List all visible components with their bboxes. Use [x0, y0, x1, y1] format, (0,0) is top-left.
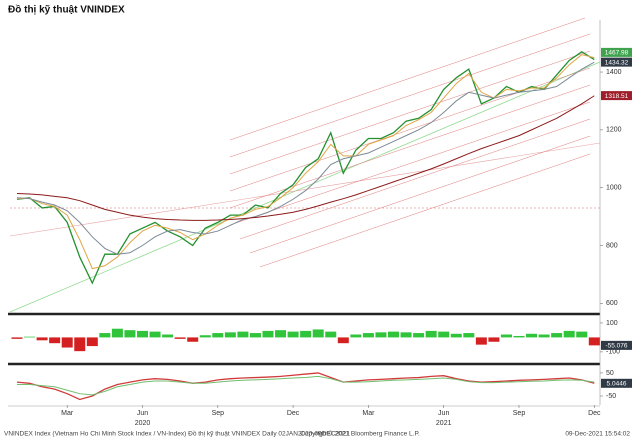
- series-line: [17, 375, 595, 396]
- end-label-box: [601, 91, 632, 101]
- y-tick-label: 50: [606, 370, 614, 377]
- bar: [61, 337, 73, 348]
- end-label-box: [601, 378, 632, 388]
- end-label: 1318.51: [605, 93, 629, 100]
- y-tick-label: 1200: [606, 127, 622, 134]
- series-line: [16, 51, 595, 285]
- footer-right: 09-Dec-2021 15:54:02: [565, 431, 630, 438]
- y-tick-label: 600: [606, 300, 618, 307]
- bar: [413, 333, 425, 338]
- bar: [425, 330, 437, 338]
- series-line: [16, 95, 595, 221]
- bar: [588, 337, 600, 346]
- bar: [576, 331, 588, 338]
- bar: [388, 331, 399, 338]
- bar: [400, 332, 412, 338]
- footer-center: Copyright© 2021 Bloomberg Finance L.P.: [300, 430, 420, 438]
- bar: [36, 337, 48, 341]
- bar: [237, 331, 249, 338]
- bar: [187, 337, 199, 342]
- bar: [249, 333, 261, 338]
- bar: [149, 331, 161, 338]
- bar: [375, 332, 387, 338]
- y-tick-label: 800: [606, 242, 618, 249]
- bar: [99, 333, 111, 338]
- bar: [275, 330, 287, 338]
- bar: [538, 334, 550, 338]
- bar: [11, 337, 23, 339]
- bar: [111, 328, 123, 338]
- bar: [137, 330, 148, 338]
- x-tick-label: Mar: [61, 410, 74, 417]
- bar: [212, 333, 224, 338]
- y-tick-label: 1000: [606, 185, 622, 192]
- x-tick-label: Mar: [362, 410, 375, 417]
- series-line: [16, 61, 595, 255]
- year-label: 2020: [135, 420, 151, 427]
- bar: [551, 333, 563, 338]
- bar: [199, 335, 211, 338]
- x-tick-label: Dec: [287, 410, 300, 417]
- bar: [124, 330, 136, 338]
- x-tick-label: Sep: [212, 410, 225, 417]
- bar: [224, 332, 236, 338]
- bar: [500, 334, 512, 338]
- y-tick-label: 1400: [606, 69, 622, 76]
- bar: [300, 330, 312, 338]
- y-tick-label: -100: [606, 349, 620, 356]
- panel-frames: [8, 20, 601, 407]
- footer-left: VNINDEX Index (Vietnam Ho Chi Minh Stock…: [4, 429, 350, 438]
- bar: [350, 334, 362, 338]
- bar: [563, 330, 575, 338]
- end-label-box: [601, 340, 632, 350]
- y-tick-label: -50: [606, 393, 616, 400]
- bar: [438, 331, 450, 338]
- x-tick-label: Jun: [137, 410, 148, 417]
- bar: [86, 337, 98, 347]
- bar: [174, 337, 186, 339]
- y-tick-label: 100: [606, 320, 618, 327]
- bar: [513, 335, 525, 338]
- end-label: 5.0446: [607, 381, 627, 388]
- bar: [475, 337, 487, 345]
- bar: [49, 337, 61, 344]
- bar: [463, 333, 475, 338]
- x-tick-label: Jun: [438, 410, 449, 417]
- end-label-box: [601, 47, 632, 57]
- bar: [337, 337, 349, 344]
- end-label: 1434.32: [605, 59, 629, 66]
- end-label: 1467.98: [605, 50, 629, 57]
- bar: [312, 329, 324, 338]
- series-line: [16, 372, 595, 401]
- x-tick-label: Dec: [588, 410, 601, 417]
- end-label-box: [601, 57, 632, 67]
- bar: [262, 330, 274, 338]
- chart-title: Đồ thị kỹ thuật VNINDEX: [8, 4, 125, 16]
- series-line: [16, 54, 595, 270]
- end-label: -55.076: [605, 343, 627, 350]
- bar: [362, 333, 374, 338]
- bar: [287, 331, 299, 338]
- bar: [162, 334, 174, 338]
- x-tick-label: Sep: [513, 410, 526, 417]
- bar: [74, 337, 86, 352]
- bar: [325, 331, 337, 338]
- bar: [488, 337, 500, 342]
- bar: [526, 333, 538, 338]
- bar: [450, 333, 462, 338]
- year-label: 2021: [436, 420, 452, 427]
- bar: [24, 336, 36, 338]
